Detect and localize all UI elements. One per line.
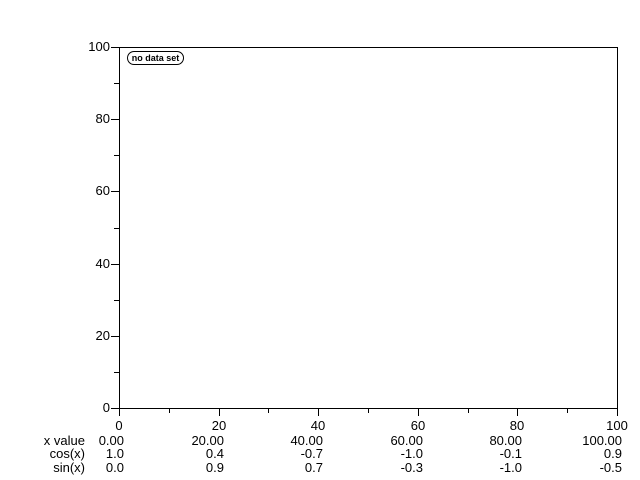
y-tick-label: 100	[88, 39, 110, 54]
y-minor-tick	[114, 83, 119, 84]
x-tick-label: 0	[115, 418, 123, 433]
x-tick-label: 20	[211, 418, 227, 433]
table-cell: 0.4	[205, 446, 224, 461]
y-tick-label: 60	[95, 183, 110, 198]
y-major-tick	[111, 119, 119, 120]
x-tick-label: 60	[410, 418, 426, 433]
x-minor-tick	[268, 408, 269, 413]
x-minor-tick	[169, 408, 170, 413]
y-minor-tick	[114, 300, 119, 301]
table-cell: 0.9	[603, 446, 622, 461]
table-cell: 0.00	[98, 433, 124, 448]
x-tick-label: 100	[606, 418, 628, 433]
plot-area[interactable]	[119, 47, 618, 409]
table-cell: 0.0	[105, 460, 124, 475]
table-cell: 80.00	[489, 433, 522, 448]
table-cell: 20.00	[191, 433, 224, 448]
x-major-tick	[318, 408, 319, 416]
x-tick-label: 40	[310, 418, 326, 433]
x-minor-tick	[567, 408, 568, 413]
x-major-tick	[119, 408, 120, 416]
y-minor-tick	[114, 228, 119, 229]
table-cell: -0.5	[599, 460, 622, 475]
table-cell: 100.00	[582, 433, 622, 448]
table-cell: 1.0	[105, 446, 124, 461]
table-row-label: cos(x)	[49, 446, 85, 461]
table-cell: -0.7	[300, 446, 323, 461]
x-major-tick	[517, 408, 518, 416]
x-major-tick	[617, 408, 618, 416]
table-cell: 60.00	[390, 433, 423, 448]
x-major-tick	[219, 408, 220, 416]
y-tick-label: 80	[95, 111, 110, 126]
y-tick-label: 0	[102, 400, 110, 415]
x-major-tick	[418, 408, 419, 416]
legend-box[interactable]: no data set	[127, 51, 184, 65]
y-major-tick	[111, 264, 119, 265]
table-cell: 40.00	[290, 433, 323, 448]
y-tick-label: 20	[95, 328, 110, 343]
table-cell: -1.0	[499, 460, 522, 475]
legend-label: no data set	[131, 53, 180, 63]
y-major-tick	[111, 336, 119, 337]
y-minor-tick	[114, 155, 119, 156]
table-row-label: sin(x)	[53, 460, 85, 475]
y-major-tick	[111, 408, 119, 409]
table-cell: -0.3	[400, 460, 423, 475]
x-minor-tick	[468, 408, 469, 413]
y-tick-label: 40	[95, 256, 110, 271]
x-tick-label: 80	[509, 418, 525, 433]
y-major-tick	[111, 47, 119, 48]
table-cell: -1.0	[400, 446, 423, 461]
table-row-label: x value	[43, 433, 85, 448]
y-minor-tick	[114, 372, 119, 373]
y-major-tick	[111, 191, 119, 192]
table-cell: 0.7	[304, 460, 323, 475]
table-cell: 0.9	[205, 460, 224, 475]
x-minor-tick	[368, 408, 369, 413]
table-cell: -0.1	[499, 446, 522, 461]
